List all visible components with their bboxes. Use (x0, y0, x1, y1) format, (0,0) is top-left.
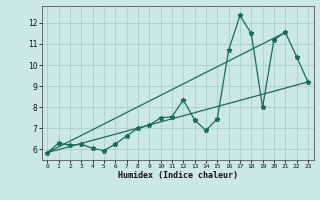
X-axis label: Humidex (Indice chaleur): Humidex (Indice chaleur) (118, 171, 237, 180)
